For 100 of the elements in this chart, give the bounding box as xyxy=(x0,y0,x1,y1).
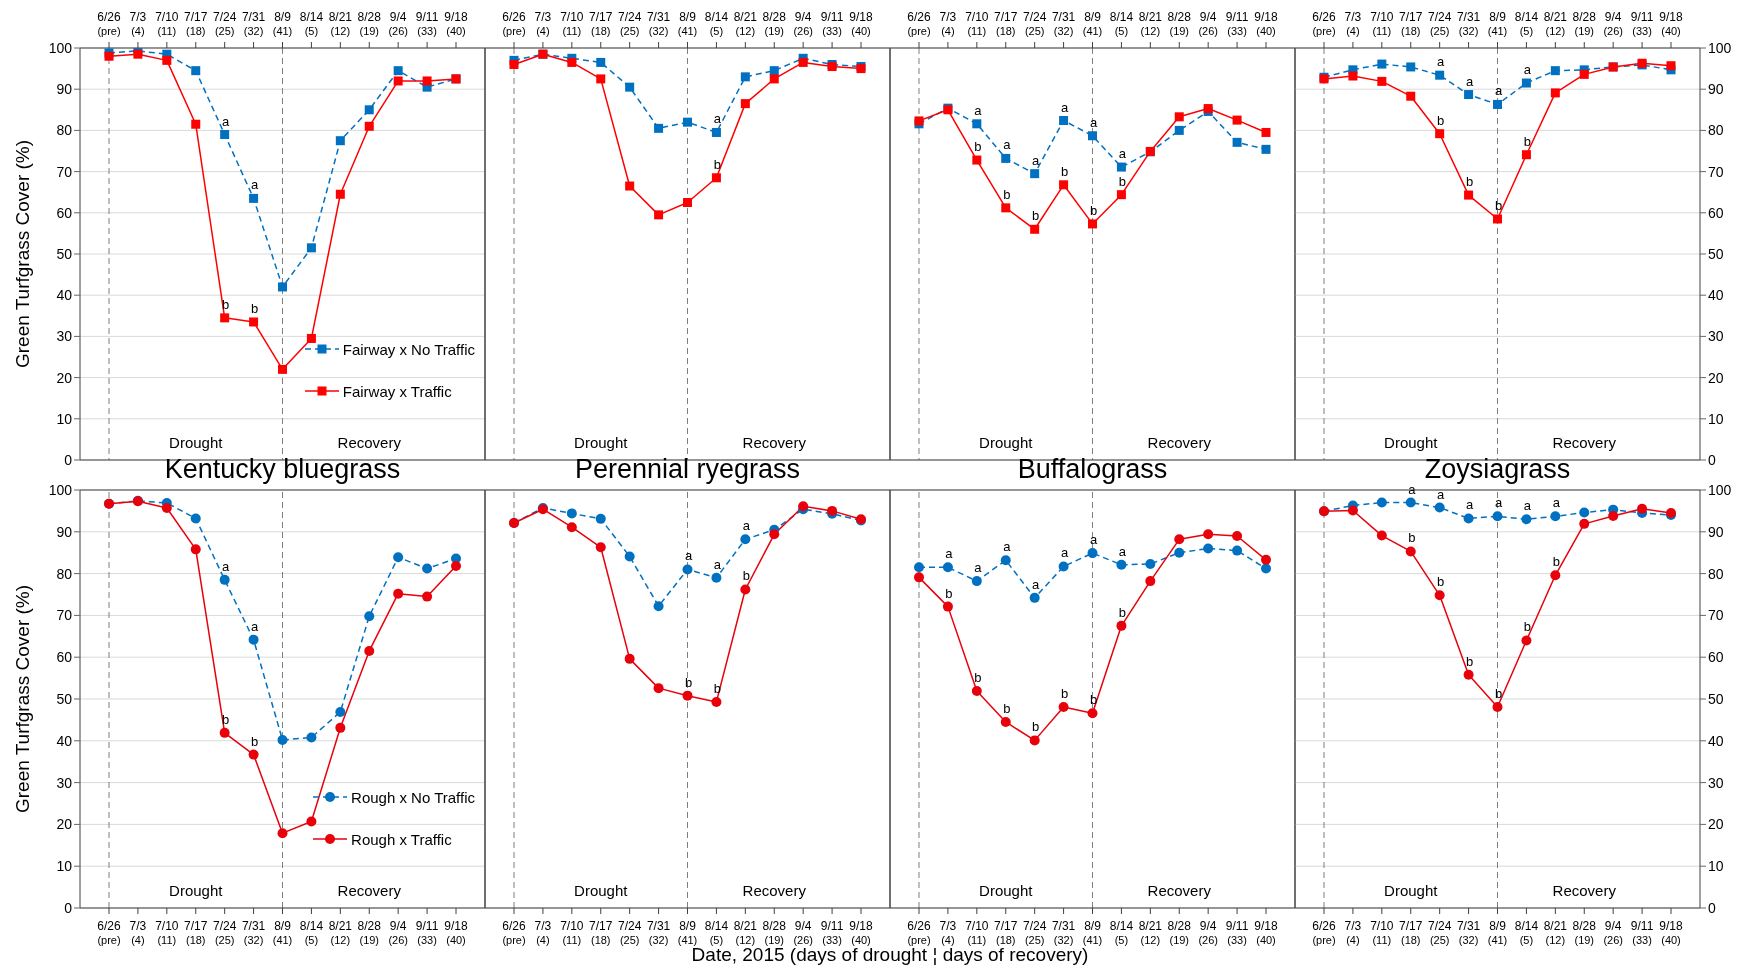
annotation: b xyxy=(1465,653,1474,669)
x-tick-label: 8/21 (12) xyxy=(1543,919,1568,946)
annotation: b xyxy=(713,156,722,172)
annotation: Recovery xyxy=(741,434,807,451)
annotation: b xyxy=(1003,700,1011,716)
y-tick-label: 20 xyxy=(1708,816,1724,833)
x-tick-label: 7/31 (32) xyxy=(1051,10,1076,37)
x-tick-label: 7/10 (11) xyxy=(155,919,179,946)
annotation: b xyxy=(742,568,750,584)
annotation: b xyxy=(1494,685,1503,701)
x-tick-label: 7/31 (32) xyxy=(241,919,266,946)
annotation: b xyxy=(1523,133,1532,149)
x-tick-label: 8/28 (19) xyxy=(762,10,787,37)
annotation: a xyxy=(250,618,259,634)
x-tick-label: 7/17 (18) xyxy=(589,10,613,37)
annotation: b xyxy=(222,296,230,312)
x-tick-label: 9/18 (40) xyxy=(1254,919,1278,946)
annotation: b xyxy=(1032,719,1040,735)
annotation: b xyxy=(1060,163,1069,179)
annotation: Recovery xyxy=(1551,882,1617,899)
annotation: Recovery xyxy=(1551,434,1617,451)
x-tick-label: 9/11 (33) xyxy=(820,10,844,37)
annotation: a xyxy=(713,111,722,127)
y-tick-label: 40 xyxy=(56,287,73,304)
x-tick-label: 7/3 (4) xyxy=(129,10,147,37)
x-tick-label: 8/21 (12) xyxy=(328,919,353,946)
x-tick-label: 7/10 (11) xyxy=(560,10,584,37)
x-tick-label: 7/10 (11) xyxy=(155,10,179,37)
annotation: b xyxy=(974,670,982,686)
annotation: a xyxy=(1118,146,1127,162)
x-tick-label: 6/26 (pre) xyxy=(1312,10,1336,37)
x-tick-label: 9/18 (40) xyxy=(1659,919,1683,946)
y-tick-label: 70 xyxy=(56,163,73,180)
annotation: a xyxy=(1118,543,1127,559)
y-tick-label: 100 xyxy=(1708,481,1732,498)
y-tick-label: 80 xyxy=(1708,122,1724,139)
x-tick-label: 9/4 (26) xyxy=(793,10,813,37)
legend-label: Fairway x No Traffic xyxy=(342,340,475,358)
annotation: b xyxy=(222,711,230,727)
y-tick-label: 100 xyxy=(1708,39,1732,56)
x-tick-label: 9/18 (40) xyxy=(1659,10,1683,37)
x-tick-label: 9/18 (40) xyxy=(444,10,468,37)
annotation: a xyxy=(1437,54,1446,70)
x-tick-label: 7/3 (4) xyxy=(1344,919,1362,946)
x-tick-label: 9/11 (33) xyxy=(1225,919,1249,946)
x-tick-label: 8/28 (19) xyxy=(1572,919,1597,946)
annotation: a xyxy=(1523,62,1532,78)
annotation: Drought xyxy=(978,882,1034,899)
x-tick-label: 7/10 (11) xyxy=(1370,919,1394,946)
annotation: b xyxy=(1032,208,1040,224)
x-tick-label: 9/18 (40) xyxy=(1254,10,1278,37)
x-tick-label: 6/26 (pre) xyxy=(907,919,931,946)
annotation: b xyxy=(1003,186,1011,202)
annotation: a xyxy=(974,102,983,118)
x-tick-label: 8/21 (12) xyxy=(1543,10,1568,37)
annotation: a xyxy=(945,546,954,562)
x-tick-label: 6/26 (pre) xyxy=(907,10,931,37)
x-tick-label: 9/4 (26) xyxy=(388,10,408,37)
y-tick-label: 80 xyxy=(56,565,73,582)
x-tick-label: 9/11 (33) xyxy=(820,919,844,946)
annotation: a xyxy=(222,113,231,129)
x-tick-label: 9/11 (33) xyxy=(415,10,439,37)
x-tick-label: 8/9 (41) xyxy=(677,10,698,37)
annotation: a xyxy=(1032,152,1041,168)
x-tick-label: 8/14 (5) xyxy=(299,10,324,37)
x-tick-label: 7/24 (25) xyxy=(212,10,237,37)
x-tick-label: 7/10 (11) xyxy=(965,919,989,946)
y-tick-label: 90 xyxy=(56,81,73,98)
x-tick-label: 8/21 (12) xyxy=(1138,10,1163,37)
x-tick-label: 8/14 (5) xyxy=(1109,10,1134,37)
y-tick-label: 10 xyxy=(56,858,73,875)
y-tick-label: 0 xyxy=(1708,899,1716,916)
annotation: b xyxy=(1523,619,1532,635)
y-tick-label: 70 xyxy=(1708,607,1724,624)
x-tick-label: 8/21 (12) xyxy=(1138,919,1163,946)
x-tick-label: 7/10 (11) xyxy=(560,919,584,946)
x-tick-label: 8/9 (41) xyxy=(272,919,293,946)
y-tick-label: 90 xyxy=(1708,81,1724,98)
annotation: b xyxy=(250,733,259,749)
x-tick-label: 8/9 (41) xyxy=(1082,10,1103,37)
annotation: Drought xyxy=(573,434,629,451)
y-tick-label: 60 xyxy=(1708,649,1724,666)
y-tick-label: 100 xyxy=(48,481,73,498)
annotation: b xyxy=(684,674,693,690)
x-tick-label: 7/10 (11) xyxy=(965,10,989,37)
annotation: Recovery xyxy=(741,882,807,899)
annotation: a xyxy=(1494,495,1503,511)
x-tick-label: 7/31 (32) xyxy=(241,10,266,37)
x-tick-label: 9/11 (33) xyxy=(1225,10,1249,37)
y-tick-label: 20 xyxy=(1708,369,1724,386)
annotation: b xyxy=(1118,604,1127,620)
x-tick-label: 8/9 (41) xyxy=(1487,10,1508,37)
x-tick-label: 7/24 (25) xyxy=(1427,919,1452,946)
y-tick-label: 60 xyxy=(56,204,73,221)
annotation: b xyxy=(1118,173,1127,189)
x-tick-label: 7/31 (32) xyxy=(646,10,671,37)
y-tick-label: 20 xyxy=(56,816,73,833)
annotation: b xyxy=(1408,530,1416,546)
y-tick-label: 30 xyxy=(56,328,73,345)
x-tick-label: 8/14 (5) xyxy=(1109,919,1134,946)
